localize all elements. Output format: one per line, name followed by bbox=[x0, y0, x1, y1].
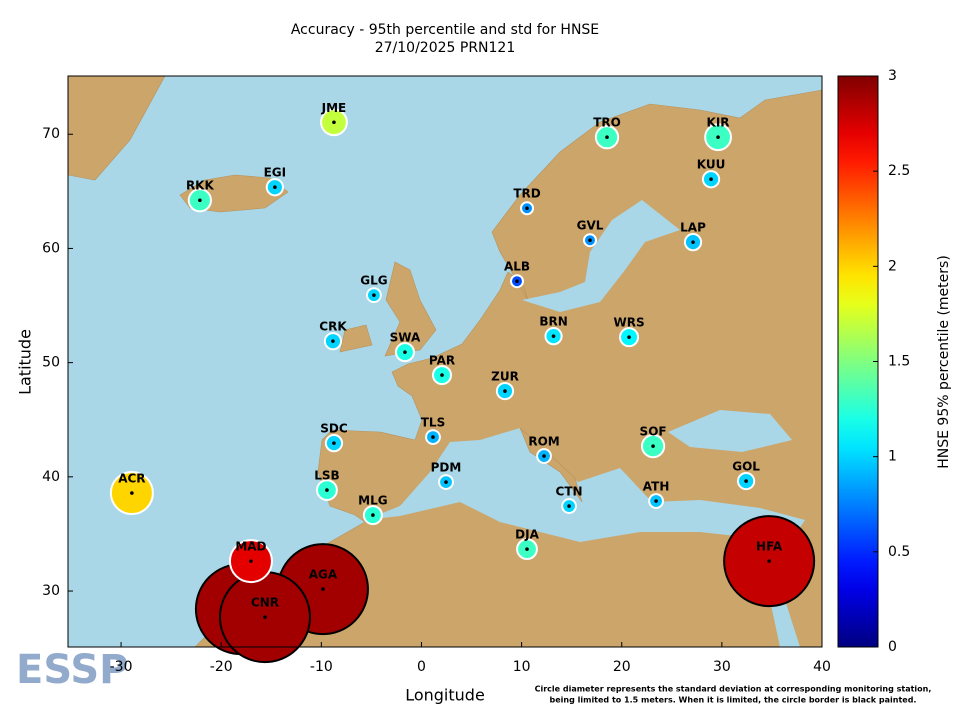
logo: ESSP bbox=[16, 647, 128, 693]
colorbar bbox=[837, 75, 879, 648]
station-dot bbox=[542, 454, 546, 458]
plot-area: JME TRO KIR KUU EGI RKK TRD GVL LAP ALB GLG CRK SWA B… bbox=[109, 101, 816, 664]
station-dot bbox=[515, 279, 519, 284]
station-dot bbox=[332, 441, 336, 445]
note: Circle diameter represents the standard … bbox=[535, 685, 932, 694]
x-tick-label: 0 bbox=[417, 659, 426, 675]
colorbar-tick-label: 0 bbox=[888, 639, 897, 655]
station-label: KIR bbox=[707, 116, 730, 130]
station-label: ATH bbox=[643, 480, 670, 494]
station-dot bbox=[744, 479, 748, 483]
station-label: LSB bbox=[314, 469, 339, 483]
colorbar-tick-label: 3 bbox=[888, 68, 897, 84]
y-tick-label: 50 bbox=[42, 355, 60, 371]
station-label: KUU bbox=[697, 158, 726, 172]
station-label: SDC bbox=[320, 422, 348, 436]
station-dot bbox=[372, 293, 376, 297]
station-dot bbox=[198, 198, 202, 203]
station-dot bbox=[130, 491, 134, 495]
station-label: ROM bbox=[528, 435, 559, 449]
station-dot bbox=[709, 177, 713, 182]
y-tick-label: 40 bbox=[42, 469, 60, 485]
station-label: CRK bbox=[319, 320, 347, 334]
station-label: GVL bbox=[577, 219, 604, 233]
station-label: ZUR bbox=[491, 370, 519, 384]
station-label: TRO bbox=[593, 116, 621, 130]
station-label: ACR bbox=[118, 472, 145, 486]
station-label: SWA bbox=[390, 331, 421, 345]
station-label: PDM bbox=[431, 461, 462, 475]
note: being limited to 1.5 meters. When it is … bbox=[550, 696, 917, 705]
station-dot bbox=[588, 238, 592, 243]
station-label: PAR bbox=[429, 354, 455, 368]
station-dot bbox=[431, 435, 435, 439]
station-dot bbox=[444, 480, 448, 484]
station-dot bbox=[325, 488, 329, 492]
chart-subtitle: 27/10/2025 PRN121 bbox=[375, 40, 516, 56]
y-axis-label: Latitude bbox=[16, 329, 35, 395]
x-axis-label: Longitude bbox=[405, 686, 485, 705]
station-label: LAP bbox=[680, 221, 706, 235]
station-dot bbox=[691, 240, 695, 244]
station-dot bbox=[551, 334, 556, 338]
station-label: RKK bbox=[186, 179, 215, 193]
x-tick-label: -10 bbox=[310, 659, 333, 675]
station-label: AGA bbox=[309, 568, 338, 582]
basemap bbox=[68, 76, 822, 647]
station-label: CNR bbox=[251, 596, 279, 610]
station-dot bbox=[651, 444, 655, 448]
x-tick-label: -20 bbox=[210, 659, 233, 675]
station-label: JME bbox=[321, 101, 347, 115]
station-dot bbox=[331, 339, 335, 343]
colorbar-tick-label: 1.5 bbox=[888, 354, 910, 370]
station-label: EGI bbox=[264, 166, 287, 180]
station-label: ALB bbox=[504, 260, 530, 274]
station-dot bbox=[440, 373, 444, 377]
station-label: GOL bbox=[732, 460, 760, 474]
station-dot bbox=[273, 185, 277, 190]
station-dot bbox=[503, 389, 507, 393]
station-dot bbox=[525, 547, 529, 551]
chart-title: Accuracy - 95th percentile and std for H… bbox=[291, 22, 599, 38]
station-label: MAD bbox=[235, 540, 266, 554]
y-tick-label: 70 bbox=[42, 126, 60, 142]
station-dot bbox=[605, 135, 609, 140]
station-dot bbox=[627, 335, 631, 339]
colorbar-tick-label: 1 bbox=[888, 449, 897, 465]
station-dot bbox=[403, 350, 407, 354]
station-dot bbox=[525, 206, 529, 211]
station-label: SOF bbox=[640, 425, 667, 439]
station-dot bbox=[371, 513, 375, 517]
colorbar-tick-label: 2.5 bbox=[888, 163, 910, 179]
plot-frame bbox=[67, 75, 823, 648]
station-dot bbox=[716, 135, 720, 140]
x-tick-label: 20 bbox=[613, 659, 631, 675]
colorbar-tick-label: 2 bbox=[888, 258, 897, 274]
station-label: WRS bbox=[613, 316, 644, 330]
station-label: BRN bbox=[539, 315, 567, 329]
station-dot bbox=[249, 559, 253, 563]
station-label: GLG bbox=[360, 274, 387, 288]
station-dot bbox=[332, 120, 336, 125]
x-tick-label: 30 bbox=[713, 659, 731, 675]
station-label: MLG bbox=[358, 494, 387, 508]
station-label: TLS bbox=[421, 416, 445, 430]
x-tick-label: 10 bbox=[513, 659, 531, 675]
colorbar-label: HNSE 95% percentile (meters) bbox=[936, 255, 952, 469]
station-label: CTN bbox=[556, 485, 583, 499]
station-dot bbox=[654, 499, 658, 503]
colorbar-tick-label: 0.5 bbox=[888, 544, 910, 560]
station-dot bbox=[767, 559, 771, 563]
station-label: DJA bbox=[515, 528, 539, 542]
station-dot bbox=[321, 587, 325, 591]
station-label: HFA bbox=[756, 540, 783, 554]
y-tick-label: 60 bbox=[42, 240, 60, 256]
station-dot bbox=[263, 615, 267, 619]
station-dot bbox=[567, 504, 571, 508]
station-label: TRD bbox=[513, 187, 540, 201]
x-tick-label: 40 bbox=[813, 659, 831, 675]
x-tick-label: -30 bbox=[110, 659, 133, 675]
y-tick-label: 30 bbox=[42, 583, 60, 599]
